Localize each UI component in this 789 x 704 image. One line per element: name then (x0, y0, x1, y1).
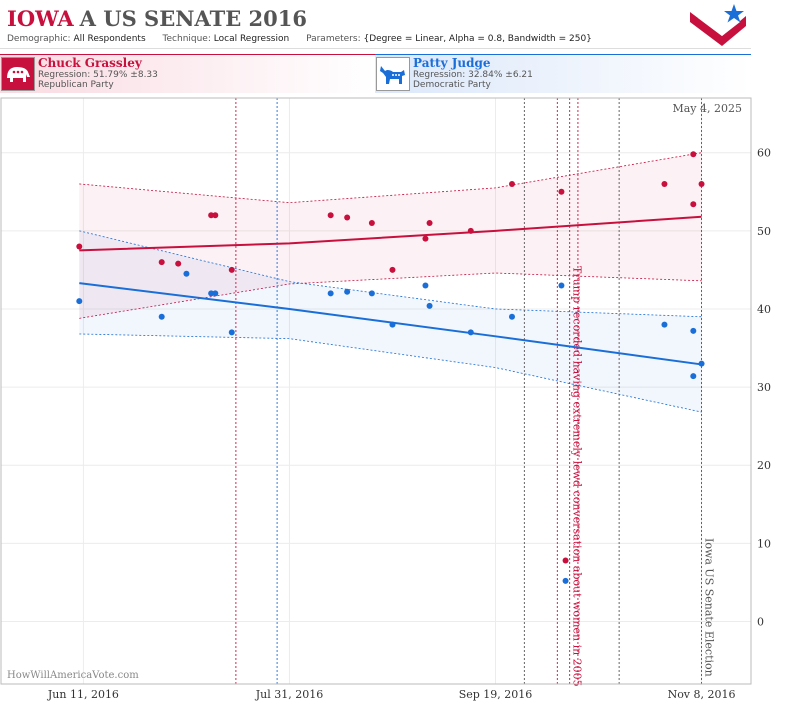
page-title: IOWA A US SENATE 2016 (7, 6, 307, 31)
x-tick-label: Nov 8, 2016 (668, 688, 736, 701)
grassley-trend-line (79, 215, 702, 252)
democrat-regression: Regression: 32.84% ±6.21 (413, 70, 533, 80)
grassley-poll-point (368, 220, 375, 227)
y-tick-label: 20 (757, 459, 771, 472)
grassley-poll-point (389, 266, 396, 273)
judge-poll-point (690, 327, 697, 334)
judge-poll-point (389, 321, 396, 328)
grassley-poll-point (690, 201, 697, 208)
donkey-icon (376, 57, 410, 91)
grassley-poll-point (690, 151, 697, 158)
democrat-party: Democratic Party (413, 80, 491, 90)
judge-poll-point (426, 302, 433, 309)
grassley-poll-point (175, 260, 182, 267)
grassley-poll-point (344, 214, 351, 221)
grassley-poll-point (422, 235, 429, 242)
candidate-republican: Chuck Grassley Regression: 51.79% ±8.33 … (0, 54, 375, 93)
republican-name: Chuck Grassley (38, 56, 142, 70)
judge-poll-point (212, 290, 219, 297)
x-tick-label: Sep 19, 2016 (459, 688, 533, 701)
grassley-poll-point (327, 212, 334, 219)
y-tick-label: 10 (757, 537, 771, 550)
watermark: HowWillAmericaVote.com (7, 670, 139, 681)
y-tick-label: 0 (757, 615, 764, 628)
header: IOWA A US SENATE 2016 Demographic: All Re… (0, 0, 751, 49)
judge-poll-point (467, 329, 474, 336)
judge-poll-point (76, 298, 83, 305)
judge-band-upper (79, 230, 702, 318)
grassley-poll-point (158, 259, 165, 266)
technique-value: Local Regression (213, 34, 290, 44)
grassley-poll-point (558, 188, 565, 195)
judge-poll-point (183, 270, 190, 277)
grassley-poll-point (212, 212, 219, 219)
confidence-bands (79, 152, 702, 413)
logo-icon (690, 4, 746, 46)
grassley-poll-point (426, 220, 433, 227)
y-tick-label: 60 (757, 147, 771, 160)
grassley-poll-point (208, 212, 215, 219)
grassley-poll-point (661, 180, 668, 187)
judge-poll-point (698, 360, 705, 367)
republican-regression: Regression: 51.79% ±8.33 (38, 70, 158, 80)
judge-poll-point (562, 577, 569, 584)
grassley-poll-point (562, 557, 569, 564)
race-name: A US SENATE 2016 (79, 6, 307, 31)
judge-poll-point (558, 282, 565, 289)
grassley-confidence-band (79, 152, 702, 319)
parameters-line: Demographic: All Respondents Technique: … (7, 34, 592, 44)
technique-label: Technique: (162, 34, 211, 44)
event-label: Trump recorded having extremely lewd con… (571, 266, 584, 687)
parameters-label: Parameters: (306, 34, 361, 44)
elephant-icon (1, 57, 35, 91)
y-tick-label: 30 (757, 381, 771, 394)
event-label: Iowa US Senate Election (703, 538, 716, 677)
poll-chart: Trump recorded having extremely lewd con… (0, 97, 771, 701)
judge-poll-point (158, 313, 165, 320)
y-tick-label: 50 (757, 225, 771, 238)
demographic-label: Demographic: (7, 34, 71, 44)
state-name: IOWA (7, 6, 74, 31)
judge-poll-point (327, 290, 334, 297)
x-tick-label: Jul 31, 2016 (255, 688, 324, 701)
judge-poll-point (228, 329, 235, 336)
judge-poll-point (368, 290, 375, 297)
judge-band-lower (79, 333, 702, 413)
plot-frame (0, 97, 752, 685)
grassley-poll-point (228, 266, 235, 273)
republican-party: Republican Party (38, 80, 114, 90)
judge-poll-point (208, 290, 215, 297)
grassley-poll-point (698, 180, 705, 187)
x-tick-label: Jun 11, 2016 (47, 688, 119, 701)
date-label: May 4, 2025 (672, 102, 742, 115)
judge-poll-point (508, 313, 515, 320)
judge-poll-point (661, 321, 668, 328)
demographic-value: All Respondents (73, 34, 146, 44)
judge-poll-point (344, 288, 351, 295)
grassley-poll-point (467, 227, 474, 234)
chart-axes: 0 10 20 30 40 50 60 Jun 11, 2016 Jul 31, 2016 Sep… (0, 97, 771, 701)
candidate-democrat: Patty Judge Regression: 32.84% ±6.21 Dem… (375, 54, 751, 93)
grassley-band-upper (79, 152, 702, 204)
judge-poll-point (422, 282, 429, 289)
event-lines: Trump recorded having extremely lewd con… (235, 98, 716, 687)
grassley-poll-point (76, 243, 83, 250)
poll-points (76, 151, 705, 584)
democrat-name: Patty Judge (413, 56, 491, 70)
judge-poll-point (690, 373, 697, 380)
grassley-poll-point (508, 180, 515, 187)
parameters-value: {Degree = Linear, Alpha = 0.8, Bandwidth… (363, 34, 592, 44)
y-tick-label: 40 (757, 303, 771, 316)
grassley-band-lower (79, 272, 702, 319)
